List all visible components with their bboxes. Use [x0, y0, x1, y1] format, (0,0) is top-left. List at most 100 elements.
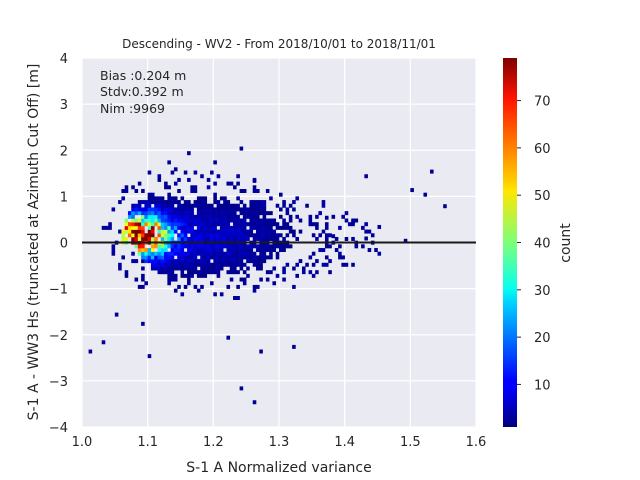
heatmap-cell [213, 229, 217, 234]
heatmap-cell [180, 211, 185, 216]
y-tick-label: 3 [60, 98, 68, 113]
heatmap-cell [226, 218, 231, 223]
heatmap-cell [265, 189, 270, 193]
heatmap-cell [160, 233, 165, 238]
heatmap-cell [193, 233, 198, 238]
y-tick-label: −1 [49, 283, 68, 298]
heatmap-cell [170, 207, 175, 212]
heatmap-cell [328, 259, 332, 264]
heatmap-cell [233, 214, 237, 219]
heatmap-cell [213, 251, 217, 256]
heatmap-cell [236, 296, 240, 300]
heatmap-cell [242, 244, 247, 249]
heatmap-cell [321, 262, 326, 267]
heatmap-cell [377, 251, 382, 256]
heatmap-cell [410, 188, 414, 193]
heatmap-cell [213, 225, 217, 230]
heatmap-cell [252, 189, 257, 193]
heatmap-cell [315, 222, 319, 227]
heatmap-cell [121, 189, 125, 193]
heatmap-cell [226, 251, 231, 256]
heatmap-cell [334, 248, 339, 253]
heatmap-cell [167, 211, 171, 216]
heatmap-cell [164, 211, 168, 216]
heatmap-cell [295, 273, 299, 278]
heatmap-cell [213, 181, 217, 186]
y-tick-label: 1 [60, 190, 68, 205]
heatmap-cell [164, 270, 168, 275]
heatmap-cell [180, 273, 185, 278]
heatmap-cell [196, 211, 201, 216]
heatmap-cell [233, 255, 237, 260]
heatmap-cell [288, 203, 293, 208]
heatmap-cell [259, 259, 263, 264]
heatmap-cell [141, 277, 145, 282]
heatmap-cell [226, 255, 231, 260]
heatmap-cell [167, 273, 171, 278]
heatmap-cell [259, 211, 263, 216]
heatmap-cell [308, 222, 313, 227]
heatmap-cell [223, 259, 227, 264]
heatmap-cell [315, 225, 319, 230]
heatmap-cell [160, 266, 165, 271]
heatmap-cell [164, 200, 168, 205]
heatmap-cell [239, 236, 244, 241]
heatmap-cell [160, 259, 165, 264]
heatmap-cell [203, 255, 208, 260]
heatmap-cell [206, 218, 211, 223]
heatmap-cell [196, 214, 201, 219]
heatmap-cell [193, 214, 198, 219]
heatmap-cell [173, 196, 178, 201]
heatmap-cell [269, 248, 273, 253]
heatmap-cell [121, 233, 125, 238]
heatmap-cell [252, 233, 257, 238]
heatmap-cell [236, 225, 240, 230]
heatmap-cell [252, 211, 257, 216]
heatmap-cell [213, 196, 217, 201]
heatmap-cell [137, 218, 142, 223]
heatmap-cell [157, 177, 162, 182]
heatmap-cell [262, 229, 267, 234]
heatmap-cell [318, 233, 322, 238]
heatmap-cell [187, 225, 191, 230]
heatmap-cell [256, 266, 260, 271]
heatmap-cell [203, 259, 208, 264]
heatmap-cell [137, 225, 142, 230]
heatmap-cell [173, 288, 178, 293]
heatmap-cell [150, 236, 155, 241]
heatmap-cell [236, 214, 240, 219]
heatmap-cell [269, 211, 273, 216]
stats-annotation: Bias :0.204 m Stdv:0.392 m Nim :9969 [100, 68, 186, 116]
heatmap-cell [246, 214, 250, 219]
heatmap-cell [229, 270, 234, 275]
heatmap-cell [331, 234, 336, 239]
heatmap-cell [364, 229, 368, 234]
heatmap-cell [272, 236, 277, 241]
heatmap-cell [288, 225, 293, 230]
heatmap-cell [127, 214, 132, 219]
heatmap-cell [229, 225, 234, 230]
heatmap-cell [328, 233, 332, 238]
heatmap-cell [157, 244, 162, 249]
heatmap-cell [341, 262, 345, 267]
heatmap-cell [193, 200, 198, 205]
x-tick-label: 1.0 [72, 435, 93, 450]
heatmap-cell [216, 222, 221, 227]
heatmap-cell [233, 259, 237, 264]
heatmap-cell [183, 236, 188, 241]
heatmap-cell [361, 244, 365, 249]
heatmap-cell [308, 218, 313, 223]
heatmap-cell [242, 207, 247, 212]
heatmap-cell [183, 262, 188, 267]
heatmap-cell [137, 181, 142, 186]
heatmap-cell [160, 248, 165, 253]
heatmap-cell [223, 255, 227, 260]
heatmap-cell [233, 211, 237, 216]
heatmap-cell [187, 259, 191, 264]
heatmap-cell [173, 181, 178, 186]
heatmap-cell [160, 196, 165, 201]
heatmap-cell [137, 284, 142, 289]
bias-text: Bias :0.204 m [100, 68, 186, 83]
heatmap-cell [239, 262, 244, 267]
heatmap-cell [308, 214, 313, 219]
